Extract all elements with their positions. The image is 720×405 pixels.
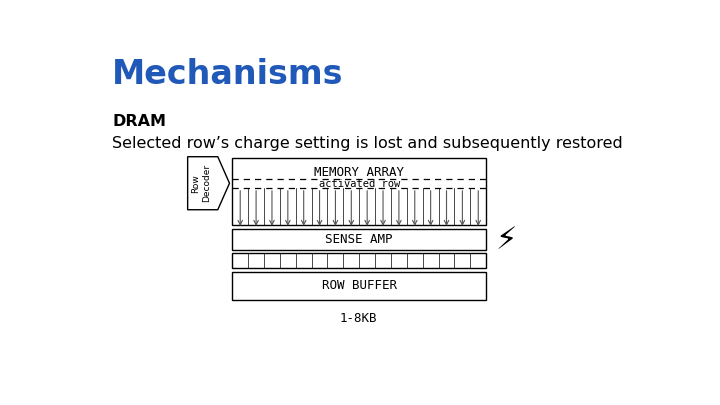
FancyBboxPatch shape bbox=[233, 230, 486, 250]
Text: SENSE AMP: SENSE AMP bbox=[325, 233, 393, 246]
Polygon shape bbox=[188, 157, 230, 210]
Text: Mechanisms: Mechanisms bbox=[112, 58, 344, 91]
Text: activated row: activated row bbox=[319, 179, 400, 189]
FancyBboxPatch shape bbox=[233, 272, 486, 300]
Text: DRAM: DRAM bbox=[112, 114, 166, 129]
Text: Row
Decoder: Row Decoder bbox=[191, 164, 211, 202]
Text: ⚡: ⚡ bbox=[495, 226, 516, 255]
Text: Selected row’s charge setting is lost and subsequently restored: Selected row’s charge setting is lost an… bbox=[112, 136, 623, 151]
Text: ROW BUFFER: ROW BUFFER bbox=[322, 279, 397, 292]
FancyBboxPatch shape bbox=[233, 158, 486, 225]
Text: MEMORY ARRAY: MEMORY ARRAY bbox=[314, 166, 404, 179]
Text: 1-8KB: 1-8KB bbox=[339, 312, 377, 325]
FancyBboxPatch shape bbox=[233, 254, 486, 269]
